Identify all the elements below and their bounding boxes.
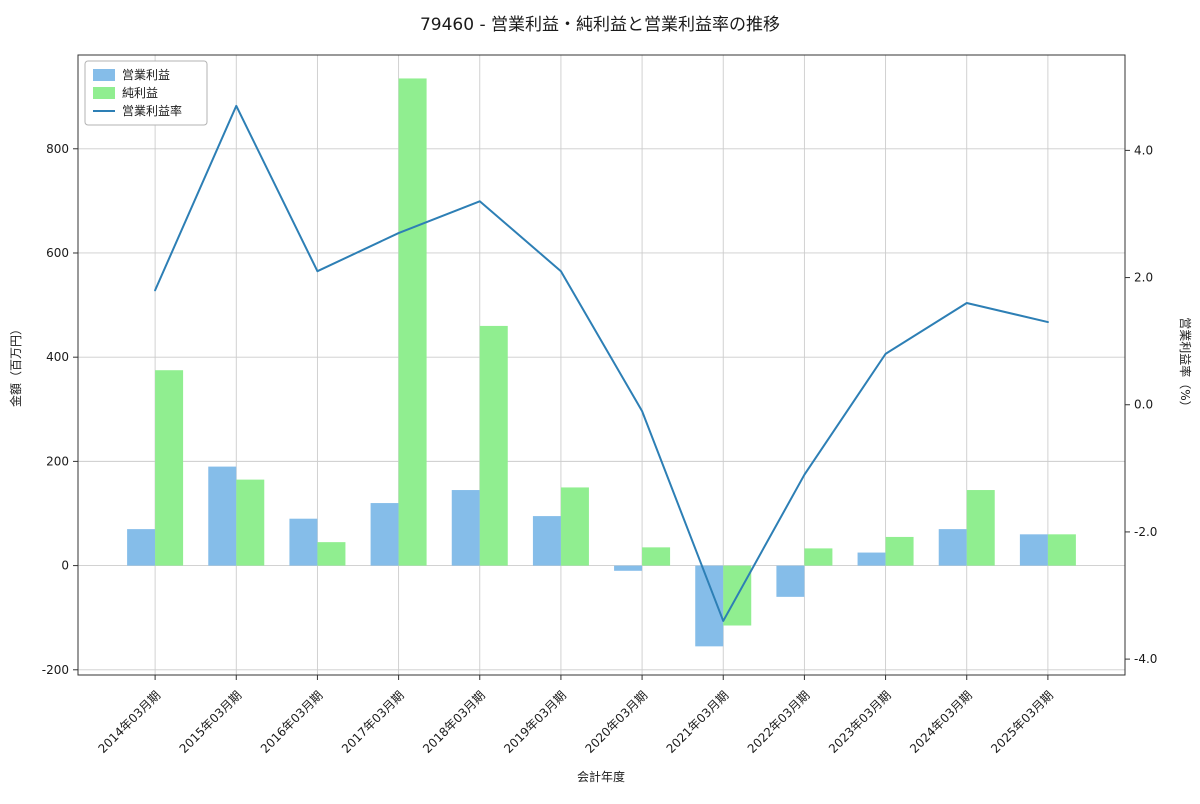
- y-tick-label-right: 2.0: [1134, 271, 1153, 285]
- x-tick-label: 2022年03月期: [745, 688, 813, 756]
- bar-series-1: [155, 78, 1076, 626]
- plot-frame: [77, 54, 1126, 676]
- legend-swatch: [93, 69, 115, 81]
- y-tick-label-right: -4.0: [1134, 652, 1157, 666]
- bar: [208, 466, 237, 566]
- legend-box: [84, 60, 208, 126]
- x-tick-label: 2021年03月期: [664, 688, 732, 756]
- x-tick-label: 2025年03月期: [988, 688, 1056, 756]
- x-tick-label: 2024年03月期: [907, 688, 975, 756]
- x-tick-label: 2023年03月期: [826, 688, 894, 756]
- bar: [370, 503, 399, 566]
- legend-swatch: [93, 87, 115, 99]
- profit-margin-line: [154, 104, 1049, 622]
- bar: [966, 490, 995, 566]
- plot-area: -200 0 200 400 600 800 -4.0 -2.0 0.0 2.0 4.0 2014年0…: [42, 54, 1157, 756]
- bar: [1019, 534, 1048, 566]
- x-tick-labels: 2014年03月期 2015年03月期 2016年03月期 2017年03月期 2018…: [95, 675, 1056, 756]
- y-tick-label-right: -2.0: [1134, 525, 1157, 539]
- y-tick-label-left: 800: [46, 142, 69, 156]
- y-tick-label-left: 200: [46, 454, 69, 468]
- y-tick-label-left: 0: [61, 559, 69, 573]
- x-tick-label: 2017年03月期: [339, 688, 407, 756]
- x-tick-label: 2020年03月期: [582, 688, 650, 756]
- x-tick-label: 2018年03月期: [420, 688, 488, 756]
- y-tick-labels-right: -4.0 -2.0 0.0 2.0 4.0: [1125, 143, 1157, 666]
- bar-series-0: [127, 466, 1048, 647]
- bar: [479, 325, 508, 566]
- bar: [398, 78, 427, 566]
- legend-label: 営業利益率: [122, 103, 182, 118]
- bar: [236, 479, 265, 566]
- y-tick-label-left: -200: [42, 663, 69, 677]
- legend-label: 純利益: [122, 86, 158, 100]
- bar: [451, 490, 480, 566]
- y-tick-label-right: 0.0: [1134, 398, 1153, 412]
- y-axis-label-right: 営業利益率（%）: [1178, 317, 1193, 412]
- y-axis-label-left: 金額（百万円）: [8, 323, 23, 407]
- x-tick-label: 2015年03月期: [177, 688, 245, 756]
- bar: [642, 547, 671, 566]
- x-tick-label: 2016年03月期: [258, 688, 326, 756]
- bar: [885, 536, 914, 566]
- y-tick-label-left: 600: [46, 246, 69, 260]
- chart-title: 79460 - 営業利益・純利益と営業利益率の推移: [420, 15, 780, 35]
- bar: [614, 565, 643, 571]
- bar: [695, 565, 724, 647]
- x-tick-label: 2014年03月期: [95, 688, 163, 756]
- bar: [804, 548, 833, 566]
- x-tick-label: 2019年03月期: [501, 688, 569, 756]
- bar: [155, 370, 184, 566]
- x-axis-label: 会計年度: [577, 769, 625, 784]
- y-tick-label-left: 400: [46, 350, 69, 364]
- y-tick-label-right: 4.0: [1134, 143, 1153, 157]
- bar: [1047, 534, 1076, 566]
- bar: [127, 529, 156, 566]
- bar: [560, 487, 589, 566]
- bar: [317, 542, 346, 566]
- bar: [776, 565, 805, 597]
- legend-label: 営業利益: [122, 68, 170, 82]
- bar: [532, 516, 561, 566]
- gridlines: [78, 55, 1125, 675]
- y-tick-labels-left: -200 0 200 400 600 800: [42, 142, 78, 677]
- bar: [857, 552, 886, 566]
- bar: [289, 518, 318, 566]
- bar: [938, 529, 967, 566]
